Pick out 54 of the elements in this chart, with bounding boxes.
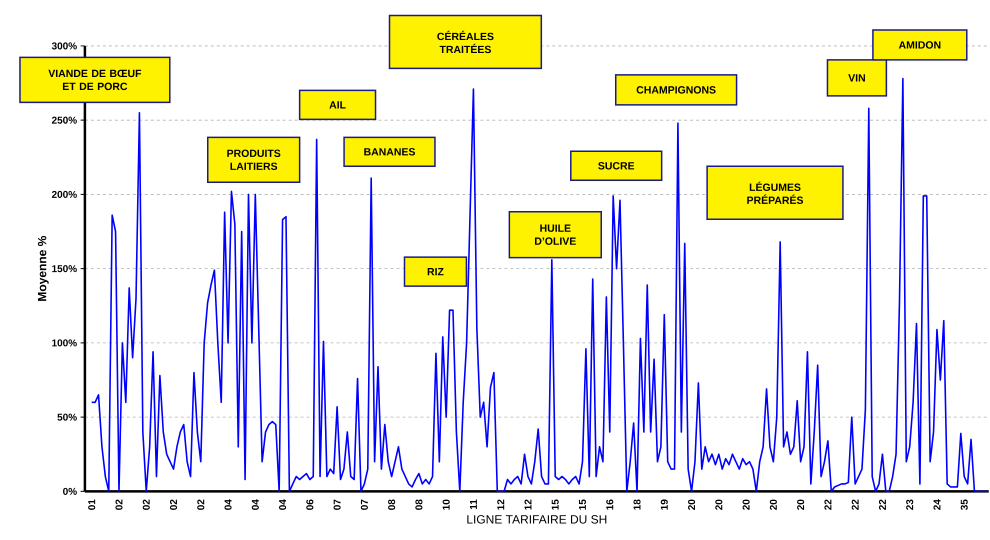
x-tick-label: 22 bbox=[824, 499, 832, 510]
y-tick-label: 300% bbox=[52, 42, 77, 50]
annotation: SUCRE bbox=[598, 162, 634, 170]
x-tick-label: 22 bbox=[878, 499, 886, 510]
y-tick-label: 200% bbox=[52, 190, 77, 198]
x-tick-label: 18 bbox=[633, 499, 641, 510]
y-tick-label: 0% bbox=[63, 488, 77, 495]
annotation: HUILE D’OLIVE bbox=[535, 224, 576, 245]
x-tick-label: 11 bbox=[470, 499, 477, 509]
x-tick-label: 10 bbox=[442, 499, 450, 510]
annotation: CÉRÉALES TRAITÉES bbox=[437, 30, 494, 53]
x-tick-label: 04 bbox=[279, 499, 286, 510]
x-axis-title: LIGNE TARIFAIRE DU SH bbox=[467, 514, 606, 524]
annotation: AIL bbox=[329, 101, 346, 108]
y-tick-label: 50% bbox=[57, 413, 77, 421]
x-tick-label: 20 bbox=[742, 499, 750, 510]
y-tick-label: 100% bbox=[52, 339, 77, 346]
annotation: BANANES bbox=[364, 148, 416, 156]
x-tick-label: 35 bbox=[960, 499, 968, 510]
x-tick-label: 01 bbox=[88, 499, 96, 510]
annotation: AMIDON bbox=[898, 41, 940, 48]
x-tick-label: 12 bbox=[524, 499, 532, 510]
x-tick-label: 02 bbox=[115, 499, 123, 510]
annotation: VIANDE DE BŒUF ET DE PORC bbox=[48, 70, 142, 90]
x-tick-label: 02 bbox=[170, 499, 178, 510]
y-tick-label: 150% bbox=[52, 264, 77, 272]
annotation: CHAMPIGNONS bbox=[636, 86, 716, 94]
x-tick-label: 04 bbox=[224, 499, 232, 510]
x-tick-label: 23 bbox=[906, 499, 914, 510]
annotation: RIZ bbox=[428, 268, 444, 276]
x-tick-label: 08 bbox=[415, 499, 422, 510]
x-tick-label: 20 bbox=[797, 499, 804, 510]
y-axis-title: Moyenne % bbox=[38, 236, 49, 301]
x-tick-label: 07 bbox=[334, 499, 341, 510]
x-tick-label: 20 bbox=[688, 499, 696, 510]
x-tick-label: 16 bbox=[606, 499, 614, 510]
x-tick-label: 19 bbox=[660, 499, 668, 510]
x-tick-label: 15 bbox=[579, 499, 586, 510]
x-tick-label: 15 bbox=[552, 499, 559, 510]
x-tick-label: 02 bbox=[197, 499, 204, 510]
x-tick-label: 06 bbox=[306, 499, 314, 510]
x-tick-label: 20 bbox=[770, 499, 777, 510]
annotation: LÉGUMES PRÉPARÉS bbox=[747, 181, 804, 204]
annotation: PRODUITS LAITIERS bbox=[227, 149, 280, 170]
y-tick-label: 250% bbox=[52, 116, 77, 124]
x-tick-label: 24 bbox=[933, 499, 940, 510]
x-tick-label: 02 bbox=[142, 499, 150, 510]
x-tick-label: 20 bbox=[715, 499, 722, 510]
x-tick-label: 04 bbox=[252, 499, 259, 510]
annotation: VIN bbox=[848, 74, 865, 82]
x-tick-label: 08 bbox=[388, 499, 396, 510]
x-tick-label: 22 bbox=[852, 499, 859, 510]
x-tick-label: 12 bbox=[497, 499, 504, 510]
x-tick-label: 07 bbox=[360, 499, 368, 510]
